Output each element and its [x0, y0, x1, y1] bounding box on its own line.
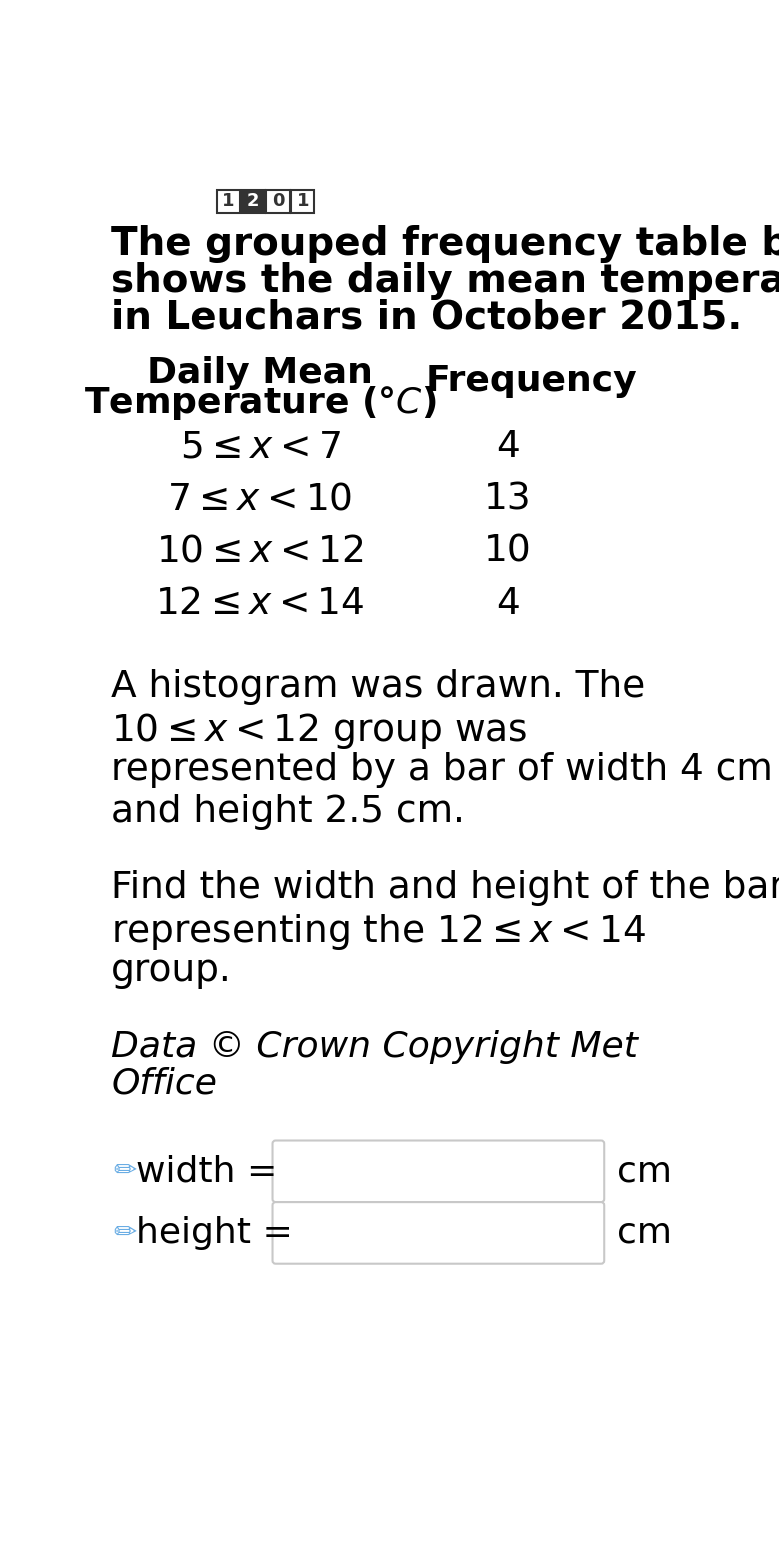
Text: ✏: ✏ — [113, 1158, 136, 1186]
Text: 13: 13 — [485, 482, 532, 517]
Text: Find the width and height of the bar: Find the width and height of the bar — [111, 870, 779, 906]
Text: 4: 4 — [496, 586, 520, 622]
Text: 1: 1 — [297, 193, 309, 210]
Text: $12 \leq x < 14$: $12 \leq x < 14$ — [155, 586, 365, 622]
Text: $10 \leq x < 12$: $10 \leq x < 12$ — [156, 533, 364, 570]
Text: 10: 10 — [485, 533, 532, 570]
Text: $10 \leq x < 12$ group was: $10 \leq x < 12$ group was — [111, 710, 528, 751]
Text: 2: 2 — [247, 193, 259, 210]
Text: cm: cm — [617, 1215, 671, 1249]
Text: group.: group. — [111, 954, 232, 990]
FancyBboxPatch shape — [291, 190, 315, 213]
Text: A histogram was drawn. The: A histogram was drawn. The — [111, 670, 646, 706]
Text: cm: cm — [617, 1155, 671, 1189]
Text: Frequency: Frequency — [425, 364, 637, 398]
Text: representing the $12 \leq x < 14$: representing the $12 \leq x < 14$ — [111, 912, 646, 951]
Text: width =: width = — [136, 1155, 277, 1189]
Text: 1: 1 — [222, 193, 234, 210]
Text: Daily Mean: Daily Mean — [147, 356, 373, 390]
Text: ✏: ✏ — [113, 1218, 136, 1246]
FancyBboxPatch shape — [217, 190, 240, 213]
Text: 4: 4 — [496, 429, 520, 465]
Text: The grouped frequency table below: The grouped frequency table below — [111, 225, 779, 263]
FancyBboxPatch shape — [273, 1141, 605, 1203]
Text: represented by a bar of width 4 cm: represented by a bar of width 4 cm — [111, 752, 773, 788]
Text: Office: Office — [111, 1066, 217, 1100]
Text: in Leuchars in October 2015.: in Leuchars in October 2015. — [111, 298, 742, 337]
FancyBboxPatch shape — [273, 1203, 605, 1263]
FancyBboxPatch shape — [241, 190, 265, 213]
Text: shows the daily mean temperature: shows the daily mean temperature — [111, 263, 779, 300]
FancyBboxPatch shape — [266, 190, 290, 213]
Text: Temperature (°$\mathit{C}$): Temperature (°$\mathit{C}$) — [84, 384, 436, 421]
Text: $5 \leq x < 7$: $5 \leq x < 7$ — [180, 429, 340, 465]
Text: and height 2.5 cm.: and height 2.5 cm. — [111, 794, 465, 830]
Text: $7 \leq x < 10$: $7 \leq x < 10$ — [167, 482, 353, 517]
Text: 0: 0 — [272, 193, 284, 210]
Text: Data © Crown Copyright Met: Data © Crown Copyright Met — [111, 1030, 638, 1063]
Text: height =: height = — [136, 1215, 293, 1249]
